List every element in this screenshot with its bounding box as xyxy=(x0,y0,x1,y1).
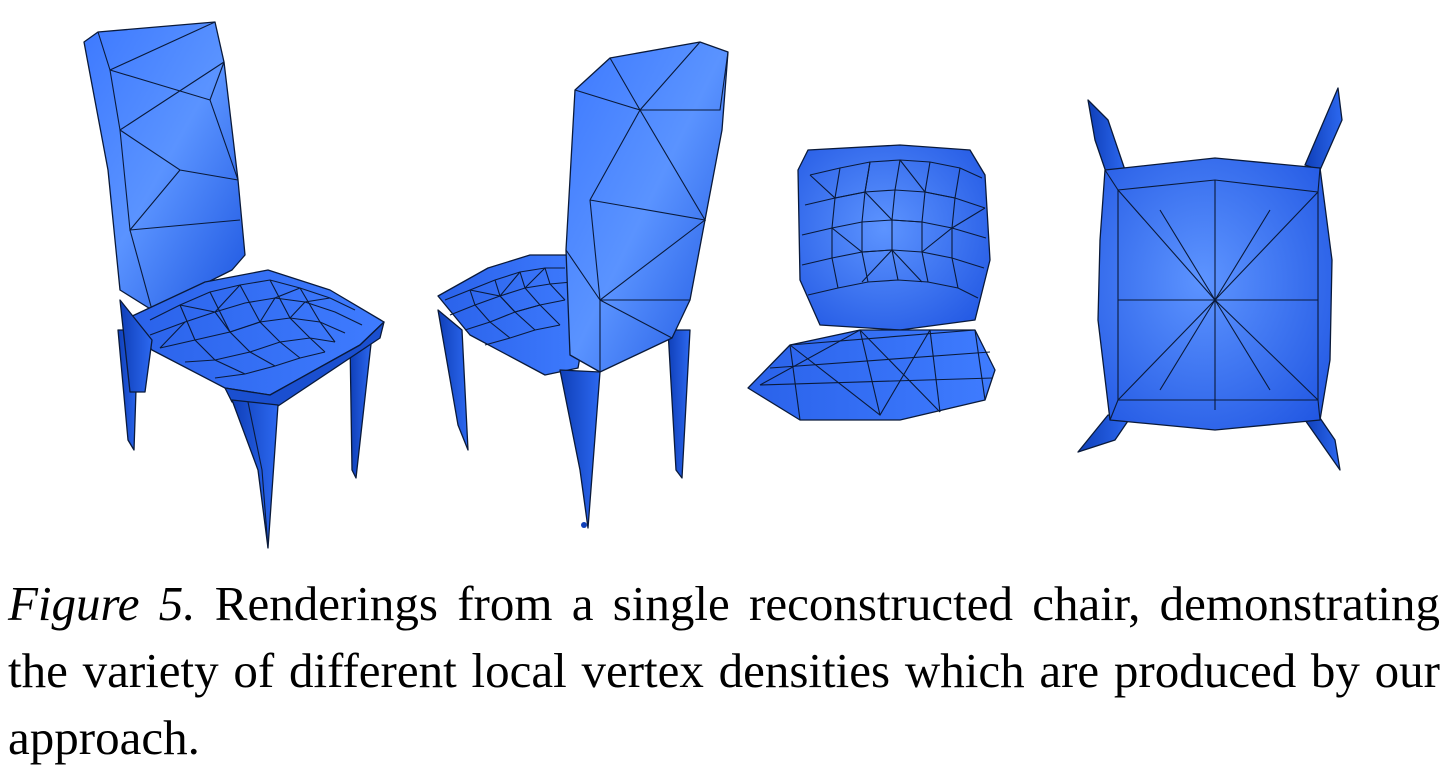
seat xyxy=(747,329,996,421)
backrest xyxy=(797,144,991,331)
figure-renderings xyxy=(83,21,1343,549)
rear-leg-right xyxy=(667,329,691,479)
front-leg xyxy=(559,369,601,529)
corner-post-top-right xyxy=(1304,87,1343,171)
caption-text: Renderings from a single reconstructed c… xyxy=(8,576,1440,765)
backrest xyxy=(83,21,246,311)
chair-renderings-svg xyxy=(83,21,1343,549)
rear-leg-left xyxy=(437,309,469,451)
rendering-front-left xyxy=(83,21,385,549)
figure-label: Figure 5. xyxy=(8,576,196,631)
rendering-front xyxy=(747,144,996,421)
side-rail xyxy=(119,299,153,393)
corner-post-top-left xyxy=(1087,99,1126,179)
rendering-back-right xyxy=(437,41,729,529)
figure-caption: Figure 5. Renderings from a single recon… xyxy=(8,570,1440,771)
front-left-leg xyxy=(231,399,279,549)
backrest xyxy=(565,41,729,373)
rendering-top-down xyxy=(1077,87,1343,471)
corner-post-bottom-right xyxy=(1304,417,1341,471)
